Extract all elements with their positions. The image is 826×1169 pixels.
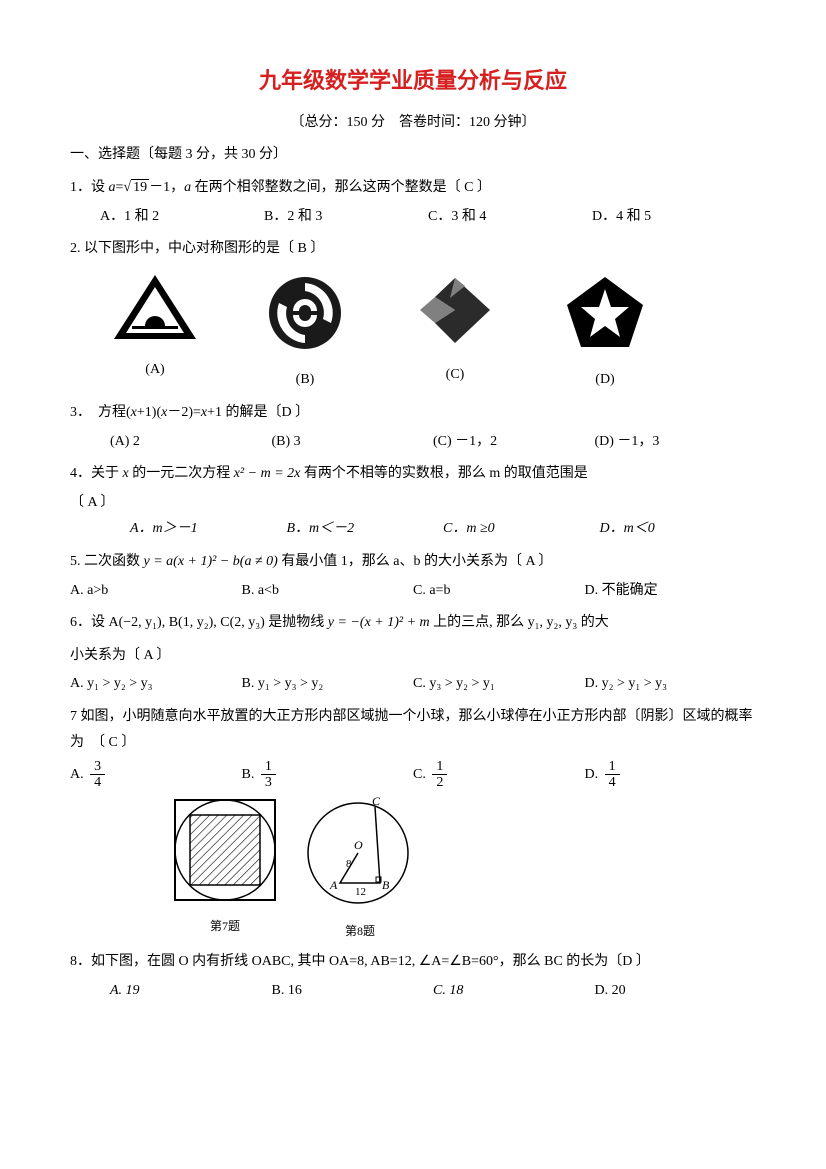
q5-text-a: 5. 二次函数 xyxy=(70,554,144,569)
question-1: 1．设 a=√19－1，a 在两个相邻整数之间，那么这两个整数是〔 C 〕 xyxy=(70,175,756,202)
q6-options: A. y₁ > y₂ > y₃ B. y₁ > y₃ > y₂ C. y₃ > … xyxy=(70,671,756,698)
q3-text-c: －2)= xyxy=(167,405,201,420)
q2-shapes: (A) (B) (C) (D) xyxy=(70,265,756,394)
q3-options: (A) 2 (B) 3 (C) －1，2 (D) －1，3 xyxy=(70,429,756,456)
q5-opt-b: B. a<b xyxy=(242,578,414,605)
q4-opt-b: B．m＜－2 xyxy=(287,516,444,543)
q5-opt-d: D. 不能确定 xyxy=(585,578,757,605)
q6-opt-a: A. y₁ > y₂ > y₃ xyxy=(70,671,242,698)
q6-text-a: 6．设 A(−2, y₁), B(1, y₂), C(2, y₃) 是抛物线 xyxy=(70,615,328,630)
pentagon-star-icon xyxy=(563,273,648,353)
q6-text-c: 小关系为〔 A 〕 xyxy=(70,643,756,670)
triangle-bump-icon xyxy=(110,273,200,343)
q1-options: A．1 和 2 B．2 和 3 C．3 和 4 D．4 和 5 xyxy=(70,204,756,231)
q6-opt-c: C. y₃ > y₂ > y₁ xyxy=(413,671,585,698)
question-7: 7 如图，小明随意向水平放置的大正方形内部区域抛一个小球，那么小球停在小正方形内… xyxy=(70,704,756,757)
q3-opt-a: (A) 2 xyxy=(110,429,272,456)
svg-text:B: B xyxy=(382,878,390,892)
q5-options: A. a>b B. a<b C. a=b D. 不能确定 xyxy=(70,578,756,605)
q7-opt-a: A. 34 xyxy=(70,759,242,791)
question-8: 8．如下图，在圆 O 内有折线 OABC, 其中 OA=8, AB=12, ∠A… xyxy=(70,949,756,976)
q4-text-a: 4．关于 xyxy=(70,466,123,481)
q4-options: A．m＞－1 B．m＜－2 C．m ≥0 D．m＜0 xyxy=(70,516,756,543)
q3-opt-c: (C) －1，2 xyxy=(433,429,595,456)
q4-opt-a: A．m＞－1 xyxy=(130,516,287,543)
q6-eq: y = −(x + 1)² + m xyxy=(328,615,430,630)
q4-text-b: 的一元二次方程 xyxy=(129,466,231,481)
q1-text-c: 在两个相邻整数之间，那么这两个整数是〔 C 〕 xyxy=(191,180,491,195)
q3-text-a: 3． 方程( xyxy=(70,405,131,420)
q1-opt-b: B．2 和 3 xyxy=(264,204,428,231)
q7-options: A. 34 B. 13 C. 12 D. 14 xyxy=(70,759,756,791)
q4-opt-c: C．m ≥0 xyxy=(443,516,600,543)
q4-text-c: 有两个不相等的实数根，那么 m 的取值范围是 xyxy=(304,466,588,481)
q8-opt-b: B. 16 xyxy=(272,978,434,1005)
question-5: 5. 二次函数 y = a(x + 1)² − b(a ≠ 0) 有最小值 1，… xyxy=(70,549,756,576)
question-3: 3． 方程(x+1)(x－2)=x+1 的解是〔D 〕 xyxy=(70,400,756,427)
q7-opt-c: C. 12 xyxy=(413,759,585,791)
q5-opt-a: A. a>b xyxy=(70,578,242,605)
q2-label-c: (C) xyxy=(400,362,510,389)
question-2: 2. 以下图形中，中心对称图形的是〔 B 〕 xyxy=(70,236,756,263)
q7-opt-d: D. 14 xyxy=(585,759,757,791)
q8-opt-c: C. 18 xyxy=(433,978,595,1005)
question-6: 6．设 A(−2, y₁), B(1, y₂), C(2, y₃) 是抛物线 y… xyxy=(70,610,756,637)
page-subtitle: 〔总分：150 分 答卷时间：120 分钟〕 xyxy=(70,110,756,137)
q8-options: A. 19 B. 16 C. 18 D. 20 xyxy=(70,978,756,1005)
fig7-caption: 第7题 xyxy=(170,915,280,938)
circle-oabc-icon: C O 8 A 12 B xyxy=(300,795,420,910)
q4-tail: 〔 A 〕 xyxy=(70,490,756,517)
q6-text-b: 上的三点, 那么 y₁, y₂, y₃ 的大 xyxy=(430,615,609,630)
q8-opt-a: A. 19 xyxy=(110,978,272,1005)
q8-opt-d: D. 20 xyxy=(595,978,757,1005)
square-in-circle-icon xyxy=(170,795,280,905)
svg-text:12: 12 xyxy=(355,886,366,898)
q6-opt-d: D. y₂ > y₁ > y₃ xyxy=(585,671,757,698)
svg-text:A: A xyxy=(329,878,338,892)
q5-eq: y = a(x + 1)² − b(a ≠ 0) xyxy=(144,554,278,569)
q3-opt-b: (B) 3 xyxy=(272,429,434,456)
q2-label-a: (A) xyxy=(100,357,210,384)
q1-text-b: －1， xyxy=(149,180,184,195)
svg-text:O: O xyxy=(354,838,363,852)
q5-text-b: 有最小值 1，那么 a、b 的大小关系为〔 A 〕 xyxy=(278,554,553,569)
q4-opt-d: D．m＜0 xyxy=(600,516,757,543)
svg-text:C: C xyxy=(372,795,381,808)
page-title: 九年级数学学业质量分析与反应 xyxy=(70,60,756,102)
q4-eq: x² − m = 2x xyxy=(230,466,304,481)
q3-text-b: +1)( xyxy=(137,405,161,420)
question-4: 4．关于 x 的一元二次方程 x² − m = 2x 有两个不相等的实数根，那么… xyxy=(70,461,756,488)
q7-opt-b: B. 13 xyxy=(242,759,414,791)
q1-opt-a: A．1 和 2 xyxy=(100,204,264,231)
diamond-arrow-icon xyxy=(410,273,500,348)
q1-opt-d: D．4 和 5 xyxy=(592,204,756,231)
q5-opt-c: C. a=b xyxy=(413,578,585,605)
q6-opt-b: B. y₁ > y₃ > y₂ xyxy=(242,671,414,698)
q1-text-a: 1．设 xyxy=(70,180,109,195)
q3-text-d: +1 的解是〔D 〕 xyxy=(207,405,309,420)
svg-text:8: 8 xyxy=(346,858,352,870)
q2-label-d: (D) xyxy=(550,367,660,394)
q3-opt-d: (D) －1，3 xyxy=(595,429,757,456)
q7-figures: 第7题 C O 8 A 12 B 第8题 xyxy=(70,795,756,943)
fig8-caption: 第8题 xyxy=(300,920,420,943)
q1-opt-c: C．3 和 4 xyxy=(428,204,592,231)
swirl-icon xyxy=(265,273,345,353)
q2-label-b: (B) xyxy=(250,367,360,394)
section-1-heading: 一、选择题〔每题 3 分，共 30 分〕 xyxy=(70,142,756,169)
